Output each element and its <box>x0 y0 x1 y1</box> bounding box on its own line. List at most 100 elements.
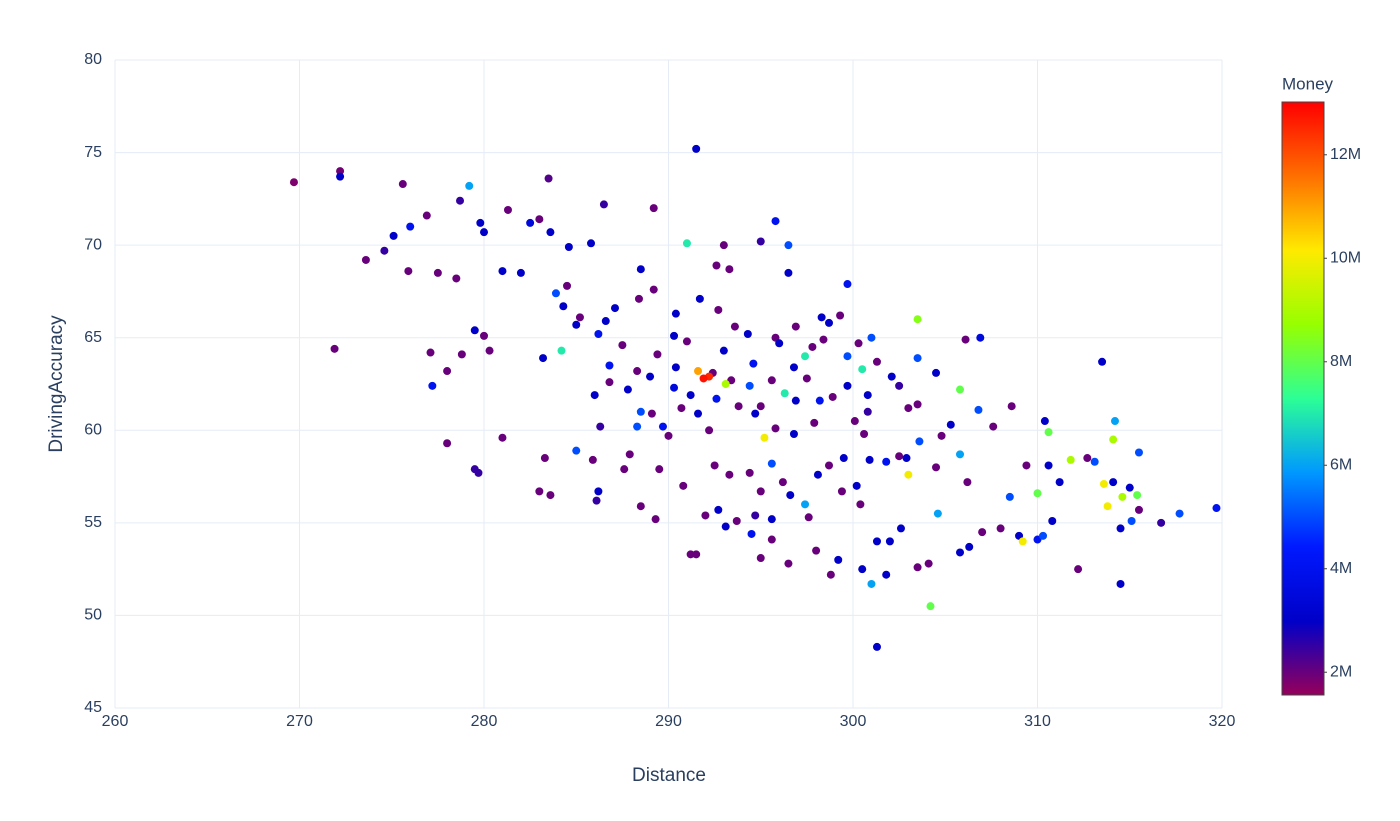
point <box>646 372 655 381</box>
point <box>767 459 776 468</box>
point <box>802 374 811 383</box>
point <box>1044 461 1053 470</box>
point <box>658 422 667 431</box>
point <box>834 555 843 564</box>
point <box>789 363 798 372</box>
point <box>1098 357 1107 366</box>
point <box>956 385 965 394</box>
point <box>749 359 758 368</box>
y-tick-label: 80 <box>84 51 102 68</box>
point <box>682 239 691 248</box>
point <box>852 481 861 490</box>
point <box>1039 531 1048 540</box>
point <box>865 455 874 464</box>
colorbar-title: Money <box>1282 74 1334 93</box>
point <box>457 350 466 359</box>
point <box>872 537 881 546</box>
y-axis-title: DrivingAccuracy <box>46 315 67 453</box>
point <box>651 515 660 524</box>
point <box>896 524 905 533</box>
point <box>721 380 730 388</box>
y-tick-label: 70 <box>84 236 102 253</box>
point <box>856 500 865 509</box>
point <box>932 463 941 472</box>
point <box>559 302 568 311</box>
y-tick-label: 45 <box>84 699 102 716</box>
y-tick-label: 50 <box>84 607 102 624</box>
point <box>1157 518 1166 527</box>
point <box>882 570 891 579</box>
point <box>426 348 435 357</box>
point <box>330 344 339 353</box>
point <box>398 180 407 189</box>
point <box>989 422 998 431</box>
point <box>694 367 703 376</box>
point <box>474 468 483 477</box>
point <box>1212 504 1221 513</box>
point <box>336 167 345 176</box>
point <box>714 305 723 314</box>
y-tick-label: 65 <box>84 329 102 346</box>
colorbar-tick-label: 10M <box>1330 249 1361 266</box>
point <box>760 433 769 442</box>
point <box>289 178 298 187</box>
point <box>904 470 913 479</box>
point <box>956 548 965 557</box>
point <box>336 172 345 181</box>
point <box>1127 517 1136 526</box>
point <box>1134 505 1143 514</box>
point <box>1116 579 1125 588</box>
point <box>926 602 935 611</box>
point <box>767 376 776 385</box>
point <box>546 491 555 500</box>
point <box>705 426 714 435</box>
point <box>721 522 730 531</box>
point <box>599 200 608 209</box>
point <box>575 313 584 322</box>
point <box>732 517 741 526</box>
point <box>775 339 784 348</box>
point <box>913 563 922 572</box>
x-tick-label: 270 <box>286 713 313 730</box>
point <box>535 215 544 224</box>
point <box>767 515 776 524</box>
point <box>812 546 821 555</box>
point <box>819 335 828 344</box>
point <box>843 280 852 289</box>
point <box>756 487 765 496</box>
point <box>747 529 756 538</box>
point <box>1005 492 1014 501</box>
point <box>810 418 819 427</box>
point <box>882 457 891 466</box>
point <box>813 470 822 479</box>
point <box>422 211 431 220</box>
point <box>588 455 597 464</box>
point <box>1044 428 1053 437</box>
point <box>946 420 955 429</box>
point <box>636 265 645 274</box>
x-tick-label: 310 <box>1024 713 1051 730</box>
x-tick-label: 260 <box>102 713 129 730</box>
point <box>826 570 835 579</box>
point <box>456 196 465 205</box>
point <box>902 454 911 463</box>
point <box>634 294 643 303</box>
point <box>730 322 739 331</box>
point <box>1090 457 1099 466</box>
point <box>636 407 645 416</box>
point <box>596 422 605 431</box>
point <box>618 341 627 350</box>
point <box>443 439 452 448</box>
colorbar <box>1281 101 1325 696</box>
point <box>771 217 780 226</box>
point <box>564 242 573 251</box>
point <box>1118 492 1127 501</box>
point <box>885 537 894 546</box>
point <box>572 320 581 329</box>
point <box>815 396 824 405</box>
point <box>649 285 658 294</box>
point <box>1040 417 1049 426</box>
point <box>557 346 566 355</box>
point <box>546 228 555 237</box>
point <box>965 542 974 551</box>
